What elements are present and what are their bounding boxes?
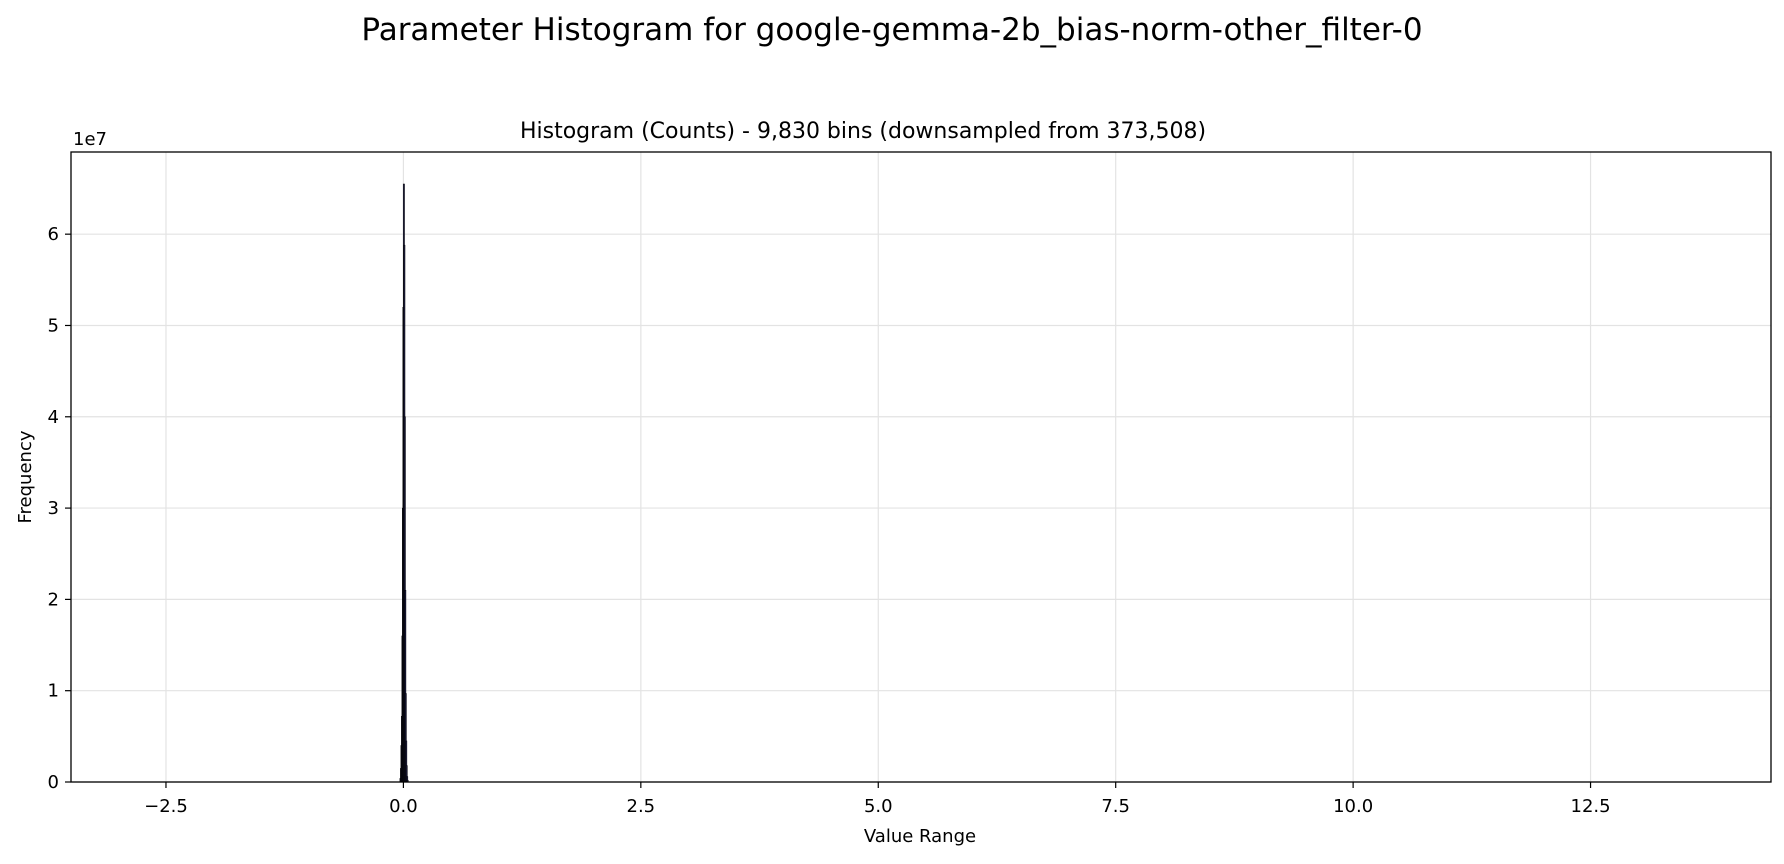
x-tick-label: 2.5 <box>627 796 656 817</box>
grid-lines <box>71 152 1771 783</box>
x-axis-ticks: −2.5 0.0 2.5 5.0 7.5 10.0 12.5 <box>144 782 1611 817</box>
x-tick-label: −2.5 <box>144 796 188 817</box>
x-tick-label: 0.0 <box>389 796 418 817</box>
x-tick-label: 7.5 <box>1101 796 1130 817</box>
y-axis-label: Frequency <box>15 430 36 523</box>
y-tick-label: 1 <box>48 681 59 702</box>
y-tick-label: 6 <box>48 224 59 245</box>
x-tick-label: 12.5 <box>1571 796 1611 817</box>
y-tick-label: 0 <box>48 772 59 793</box>
y-tick-label: 4 <box>48 407 59 428</box>
x-tick-label: 5.0 <box>864 796 893 817</box>
y-tick-label: 3 <box>48 498 59 519</box>
figure-title: Parameter Histogram for google-gemma-2b_… <box>361 12 1422 48</box>
y-offset-label: 1e7 <box>73 129 107 150</box>
y-tick-label: 2 <box>48 589 59 610</box>
histogram-bars <box>399 183 409 783</box>
plot-frame <box>70 151 1772 783</box>
x-tick-label: 10.0 <box>1333 796 1373 817</box>
y-tick-label: 5 <box>48 315 59 336</box>
axes-title: Histogram (Counts) - 9,830 bins (downsam… <box>520 119 1206 144</box>
x-axis-label: Value Range <box>864 826 976 847</box>
y-axis-ticks: 0 1 2 3 4 5 6 <box>48 224 71 793</box>
